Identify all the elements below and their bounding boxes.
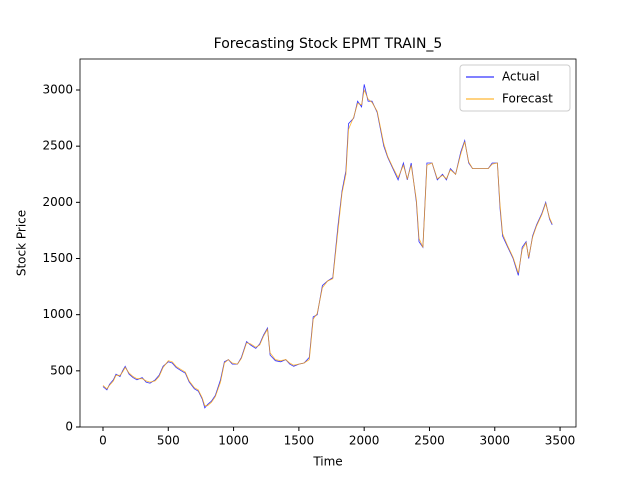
plot-frame xyxy=(79,58,577,428)
x-tick-label: 3000 xyxy=(479,434,510,448)
y-tick-label: 2000 xyxy=(42,195,73,209)
x-tick-label: 2000 xyxy=(349,434,380,448)
series-line xyxy=(102,84,553,409)
y-tick-label: 1000 xyxy=(42,307,73,321)
chart-title: Forecasting Stock EPMT TRAIN_5 xyxy=(214,36,443,52)
legend-label: Forecast xyxy=(502,92,553,106)
series-line xyxy=(102,88,553,407)
x-tick-label: 3500 xyxy=(545,434,576,448)
y-tick-label: 1500 xyxy=(42,251,73,265)
x-tick-label: 0 xyxy=(99,434,107,448)
y-tick-label: 3000 xyxy=(42,83,73,97)
x-tick-label: 500 xyxy=(157,434,180,448)
x-axis-label: Time xyxy=(312,455,342,469)
y-tick-label: 0 xyxy=(65,420,73,434)
x-tick-label: 2500 xyxy=(414,434,445,448)
y-tick-label: 500 xyxy=(50,363,73,377)
legend-label: Actual xyxy=(502,70,540,84)
y-axis-label: Stock Price xyxy=(15,210,29,276)
y-tick-label: 2500 xyxy=(42,139,73,153)
x-tick-label: 1500 xyxy=(284,434,315,448)
x-tick-label: 1000 xyxy=(218,434,249,448)
